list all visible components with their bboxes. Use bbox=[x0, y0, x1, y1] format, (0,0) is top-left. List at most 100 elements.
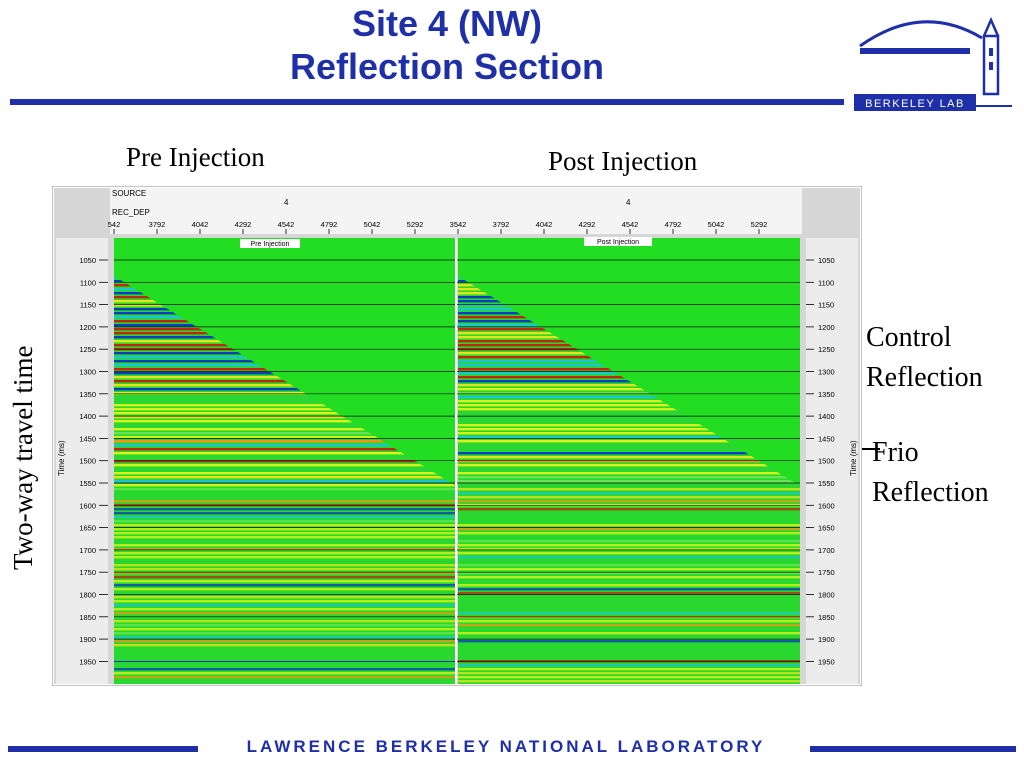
seismic-band bbox=[458, 544, 800, 547]
rec-dep-tick-label: 4542 bbox=[622, 220, 639, 229]
seismic-band bbox=[114, 456, 456, 459]
seismic-band bbox=[114, 532, 456, 535]
seismic-band bbox=[458, 456, 800, 459]
header-rec-dep: REC_DEP bbox=[112, 208, 150, 217]
seismic-band bbox=[458, 508, 800, 511]
seismic-band bbox=[458, 464, 800, 467]
seismic-band bbox=[114, 564, 456, 567]
control-reflection-annotation: Control Reflection bbox=[866, 318, 983, 398]
seismic-band bbox=[458, 528, 800, 531]
seismic-band bbox=[458, 652, 800, 655]
berkeley-lab-logo: BERKELEY LAB bbox=[854, 16, 1012, 111]
time-tick-label-right: 1700 bbox=[818, 546, 835, 555]
seismic-band bbox=[458, 564, 800, 567]
seismic-band bbox=[114, 460, 456, 463]
seismic-band bbox=[114, 388, 456, 391]
seismic-band bbox=[114, 416, 456, 419]
seismic-band bbox=[114, 628, 456, 631]
bottom-rule-left bbox=[8, 746, 198, 752]
seismic-band bbox=[458, 500, 800, 503]
seismic-band bbox=[114, 396, 456, 399]
footer-text: LAWRENCE BERKELEY NATIONAL LABORATORY bbox=[246, 737, 766, 756]
seismic-band bbox=[114, 620, 456, 623]
time-tick-label-right: 1350 bbox=[818, 390, 835, 399]
seismic-band bbox=[458, 532, 800, 535]
seismic-band bbox=[458, 424, 800, 427]
seismic-band bbox=[458, 628, 800, 631]
seismic-band bbox=[114, 664, 456, 667]
rec-dep-tick-label: 4542 bbox=[278, 220, 295, 229]
pre-injection-label: Pre Injection bbox=[126, 142, 265, 172]
time-tick-label-left: 1800 bbox=[79, 591, 96, 600]
seismic-band bbox=[114, 592, 456, 595]
seismic-band bbox=[458, 476, 800, 479]
seismic-band bbox=[458, 560, 800, 563]
time-tick-label-left: 1900 bbox=[79, 635, 96, 644]
time-tick-label-left: 1400 bbox=[79, 412, 96, 421]
seismic-band bbox=[458, 664, 800, 667]
seismic-band bbox=[114, 472, 456, 475]
top-rule bbox=[10, 99, 844, 105]
panel-title-pre: Pre Injection bbox=[251, 241, 290, 248]
seismic-band bbox=[114, 452, 456, 455]
seismic-band bbox=[114, 588, 456, 591]
time-tick-label-left: 1050 bbox=[79, 256, 96, 265]
seismic-band bbox=[458, 460, 800, 463]
time-ticks: 1050 1050 1100 1100 1150 1150 1200 1200 1250 1250… bbox=[79, 256, 834, 666]
time-tick-label-left: 1150 bbox=[80, 301, 96, 310]
rec-dep-tick-label: 3792 bbox=[149, 220, 166, 229]
seismic-band bbox=[458, 572, 800, 575]
rec-dep-tick-label: 4792 bbox=[321, 220, 338, 229]
seismic-band bbox=[114, 448, 456, 451]
seismic-band bbox=[114, 632, 456, 635]
seismic-band bbox=[458, 608, 800, 611]
seismic-band bbox=[114, 568, 456, 571]
seismic-band bbox=[114, 500, 456, 503]
seismic-band bbox=[114, 544, 456, 547]
seismic-band bbox=[458, 600, 800, 603]
seismic-band bbox=[458, 576, 800, 579]
rec-dep-tick-label: 5042 bbox=[364, 220, 381, 229]
seismic-band bbox=[458, 468, 800, 471]
seismic-band bbox=[458, 404, 800, 407]
time-tick-label-right: 1550 bbox=[818, 479, 835, 488]
seismic-band bbox=[114, 560, 456, 563]
rec-dep-tick-label: 5042 bbox=[708, 220, 725, 229]
seismic-band bbox=[114, 408, 456, 411]
seismic-band bbox=[114, 392, 456, 395]
seismic-band bbox=[458, 540, 800, 543]
title-line-2: Reflection Section bbox=[289, 46, 605, 87]
rec-dep-tick-label: 4292 bbox=[235, 220, 252, 229]
seismic-band bbox=[114, 492, 456, 495]
time-tick-label-right: 1900 bbox=[818, 635, 835, 644]
time-tick-label-left: 1700 bbox=[79, 546, 96, 555]
seismic-band bbox=[458, 552, 800, 555]
seismic-band bbox=[114, 552, 456, 555]
seismic-band bbox=[114, 548, 456, 551]
seismic-band bbox=[114, 644, 456, 647]
seismic-band bbox=[458, 636, 800, 639]
seismic-band bbox=[114, 424, 456, 427]
seismic-band bbox=[458, 584, 800, 587]
seismic-band bbox=[114, 464, 456, 467]
seismic-band bbox=[114, 520, 456, 523]
seismic-band bbox=[458, 392, 800, 395]
rec-dep-tick-label: 5292 bbox=[751, 220, 768, 229]
seismic-band bbox=[114, 672, 456, 675]
time-tick-label-right: 1250 bbox=[818, 345, 835, 354]
rec-dep-tick-label: 4042 bbox=[192, 220, 209, 229]
rec-dep-tick-label: 3792 bbox=[493, 220, 510, 229]
seismic-band bbox=[458, 444, 800, 447]
seismic-band bbox=[114, 576, 456, 579]
seismic-band bbox=[458, 448, 800, 451]
seismic-band bbox=[114, 648, 456, 651]
seismic-band bbox=[458, 492, 800, 495]
time-tick-label-left: 1300 bbox=[79, 368, 96, 377]
rec-dep-tick-label: 3542 bbox=[450, 220, 467, 229]
seismic-band bbox=[458, 548, 800, 551]
seismic-band bbox=[114, 636, 456, 639]
seismic-band bbox=[114, 516, 456, 519]
seismic-band bbox=[458, 672, 800, 675]
source-value-right: 4 bbox=[626, 198, 631, 207]
seismic-band bbox=[458, 452, 800, 455]
